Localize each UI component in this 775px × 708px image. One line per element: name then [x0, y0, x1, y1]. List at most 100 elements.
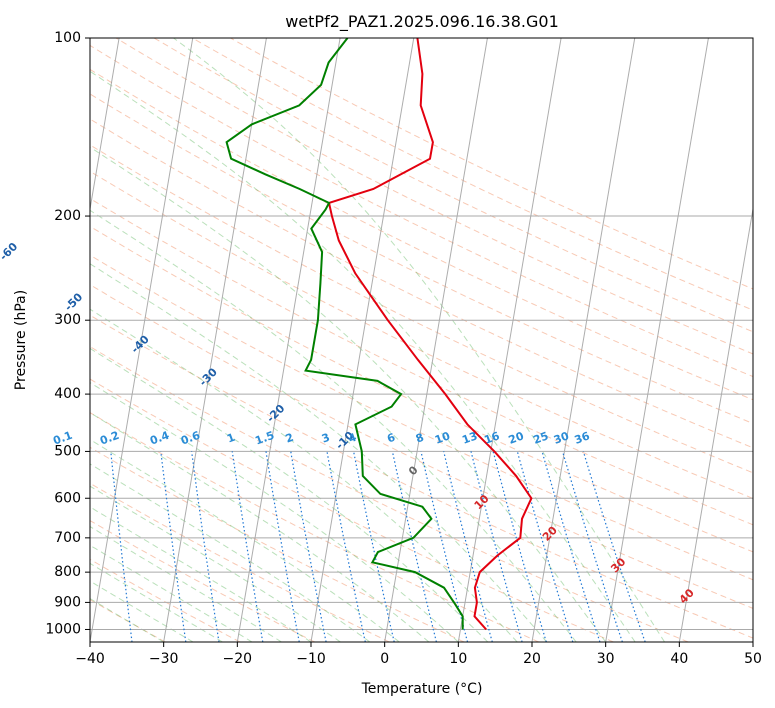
mixing-ratio-line	[64, 451, 82, 642]
y-tick-label: 400	[54, 386, 81, 402]
isotherm-line	[90, 38, 120, 212]
moist-adiabat	[90, 485, 341, 642]
mixing-ratio-line	[516, 451, 574, 642]
dry-adiabat	[90, 170, 753, 500]
mixing-ratio-label: 1	[225, 431, 237, 446]
x-tick-label: −10	[296, 651, 326, 667]
mixing-ratio-label: 3	[320, 431, 332, 446]
dry-adiabat	[90, 446, 465, 642]
dry-adiabat	[230, 38, 753, 290]
dry-adiabat	[90, 599, 166, 642]
mixing-ratio-line	[353, 451, 395, 642]
background-lines	[64, 38, 753, 642]
isotherm-line	[678, 206, 753, 642]
axis-ticks: −40 −30 −20 −10 0 10 20 30 40 50 1000 900 800 700 600 5…	[45, 30, 762, 667]
x-tick-label: −20	[223, 651, 253, 667]
moist-adiabat	[90, 308, 518, 642]
temperature-profile	[327, 38, 533, 631]
x-axis-title: Temperature (°C)	[361, 681, 483, 697]
mixing-ratio-label: 4	[347, 431, 359, 446]
y-tick-label: 700	[54, 530, 81, 546]
moist-adiabat	[90, 463, 371, 642]
mixing-ratio-label: 13	[460, 429, 479, 446]
dry-adiabat	[90, 482, 390, 642]
x-tick-label: 20	[523, 651, 541, 667]
mixing-ratio-label: 6	[385, 431, 397, 446]
y-tick-label: 1000	[45, 621, 81, 637]
mixing-ratio-line	[443, 451, 493, 642]
dry-adiabat	[90, 254, 753, 581]
x-tick-label: 10	[449, 651, 467, 667]
mixing-ratio-label: 0.2	[98, 429, 121, 448]
mixing-ratio-label: 16	[483, 429, 502, 447]
moist-adiabat	[90, 562, 223, 642]
dewpoint-profile	[225, 38, 464, 630]
isotherm-line	[531, 38, 636, 642]
isotherm-line	[163, 38, 267, 642]
dry-adiabat	[90, 284, 753, 609]
mixing-ratio-label: 8	[414, 431, 426, 446]
x-tick-label: 40	[670, 651, 688, 667]
x-tick-label: 50	[744, 651, 762, 667]
isotherm-line	[310, 38, 415, 642]
profile-lines	[225, 38, 533, 631]
moist-adiabat	[173, 38, 666, 642]
moist-adiabat	[90, 525, 282, 642]
x-tick-label: −40	[75, 651, 105, 667]
mixing-ratio-label: 2	[284, 431, 296, 446]
moist-adiabat	[90, 146, 607, 642]
y-tick-label: 900	[54, 594, 81, 610]
y-tick-label: 600	[54, 490, 81, 506]
x-tick-label: 30	[597, 651, 615, 667]
isotherm-line	[457, 38, 562, 642]
moist-adiabat	[90, 209, 577, 642]
moist-adiabat	[90, 347, 489, 642]
mixing-ratio-label: 0.1	[51, 429, 74, 448]
moist-adiabat	[90, 598, 164, 642]
mixing-ratio-line	[191, 451, 220, 642]
moist-adiabat	[90, 382, 459, 642]
dry-adiabat	[90, 197, 753, 526]
mixing-ratio-label: 36	[573, 429, 592, 447]
mixing-ratio-line	[470, 451, 523, 642]
mixing-ratio-line	[231, 451, 264, 642]
dry-adiabat	[90, 378, 614, 642]
mixing-ratio-label: 30	[552, 429, 571, 447]
mixing-ratio-label: 25	[531, 429, 550, 446]
isotherm-line	[605, 38, 709, 642]
dry-adiabat	[90, 225, 753, 553]
plot-area	[90, 38, 753, 642]
mixing-ratio-line	[420, 451, 469, 642]
mixing-ratio-line	[160, 451, 187, 642]
dry-adiabat	[115, 38, 753, 355]
x-tick-label: 0	[380, 651, 389, 667]
mixing-ratio-label: 1.5	[253, 429, 276, 448]
moist-adiabat	[90, 580, 194, 642]
moist-adiabat	[90, 544, 253, 642]
mixing-ratio-line	[541, 451, 601, 642]
y-tick-label: 800	[54, 564, 81, 580]
isotherm-line	[384, 38, 488, 642]
dry-adiabat	[90, 520, 315, 642]
mixing-ratio-line	[562, 451, 623, 642]
dry-adiabat	[90, 118, 753, 449]
moist-adiabat	[90, 263, 548, 642]
isotherm-line	[752, 639, 753, 642]
dry-adiabat	[90, 412, 539, 642]
mixing-ratio-line	[492, 451, 547, 642]
y-axis-title: Pressure (hPa)	[13, 290, 29, 390]
moist-adiabat	[90, 438, 400, 642]
isotherm-line	[236, 38, 341, 642]
mixing-ratio-label: 0.6	[179, 429, 202, 448]
dry-adiabat	[90, 346, 689, 642]
y-tick-label: 500	[54, 443, 81, 459]
mixing-ratio-label: 20	[507, 429, 526, 447]
plot-frame	[89, 37, 754, 643]
isotherm-label: -60	[0, 240, 20, 263]
isotherm-label: -50	[62, 290, 85, 313]
isotherm-line	[90, 38, 194, 642]
y-tick-label: 300	[54, 312, 81, 328]
mixing-ratio-label: 0.4	[148, 429, 171, 448]
y-tick-label: 100	[54, 30, 81, 46]
